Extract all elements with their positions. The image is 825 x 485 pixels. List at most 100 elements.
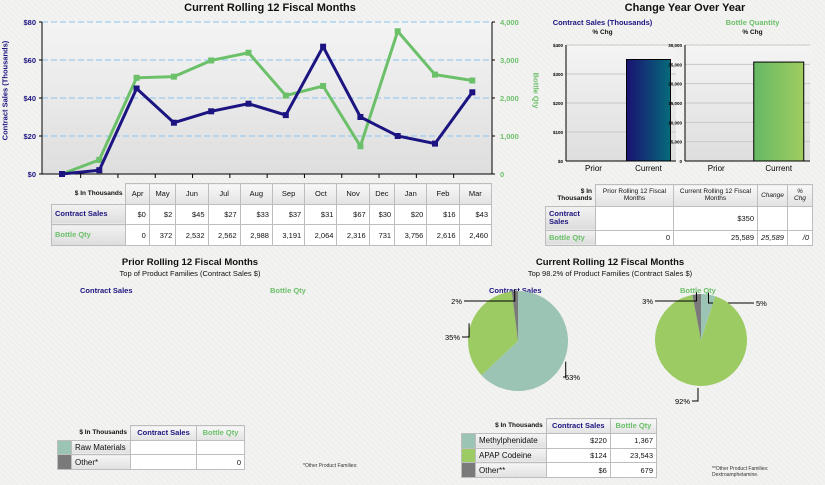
prior-legend-table: $ In Thousands Contract Sales Bottle Qty R…	[57, 425, 245, 470]
table-corner: $ In Thousands	[495, 422, 543, 430]
pie-slice-other	[692, 294, 701, 340]
cell: 1,367	[609, 432, 658, 449]
month-header: Jan	[394, 183, 428, 205]
row-header: Raw Materials	[71, 439, 131, 456]
y-tick-label: $0	[28, 170, 36, 179]
data-point	[320, 43, 327, 50]
cell: $6	[545, 462, 611, 478]
data-point	[394, 28, 401, 35]
cell	[786, 205, 814, 231]
line-chart-title: Current Rolling 12 Fiscal Months	[184, 2, 356, 14]
pie-slice-methylphenidate	[701, 294, 716, 340]
data-point	[394, 133, 401, 139]
pie-label: 3%	[642, 297, 653, 306]
cell: $220	[545, 432, 611, 449]
x-tick-label: Prior	[708, 164, 725, 173]
y-tick-label: 15,000	[668, 101, 682, 106]
legend-swatch	[461, 432, 476, 449]
row-header: Other*	[71, 454, 131, 470]
monthly-table: $ In Thousands Apr May Jun Jul Aug Sep Oct Nov De…	[50, 183, 493, 246]
leader-line	[692, 387, 699, 402]
pie-charts: 63% 35% 2% 5% 92% 3%	[445, 289, 767, 406]
cell: 25,589	[673, 229, 758, 247]
data-point	[282, 112, 289, 119]
month-header: Oct	[304, 183, 338, 205]
x-tick-label: Current	[765, 164, 792, 173]
y-right-tick-label: 4,000	[500, 18, 519, 27]
y-right-tick-label: 3,000	[500, 56, 519, 65]
table-row: Other* 0	[57, 454, 245, 470]
cell: 2,988	[239, 224, 273, 246]
pie-label: 92%	[675, 397, 690, 406]
col-header: Prior Rolling 12 Fiscal Months	[595, 184, 674, 207]
line-chart: $0 0 $20 1,000 $40 2,000 $60 3,000 $80 4,000	[23, 18, 519, 179]
y-tick-label: $20	[23, 132, 36, 141]
month-header: Mar	[458, 183, 493, 205]
data-point	[357, 143, 364, 150]
month-header: Sep	[271, 183, 306, 205]
leader-line	[655, 292, 697, 302]
y-tick-label: $100	[553, 130, 564, 135]
table-corner: $ In Thousands	[557, 188, 592, 203]
prior-title: Prior Rolling 12 Fiscal Months	[121, 257, 259, 268]
y-tick-label: 5,000	[671, 140, 683, 145]
data-point	[96, 156, 103, 163]
cell: 2,064	[304, 224, 338, 246]
month-header: Aug	[239, 183, 273, 205]
yoy-table: $ In Thousands Prior Rolling 12 Fiscal Mo…	[545, 184, 814, 247]
prior-footnote: *Other Product Families:	[303, 463, 358, 469]
yoy-bottle-pct: % Chg	[742, 29, 763, 36]
month-header: Apr	[125, 183, 150, 205]
y-tick-label: $400	[553, 43, 564, 48]
current-subtitle: Top 98.2% of Product Families (Contract …	[527, 269, 693, 278]
current-legend-table: $ In Thousands Contract Sales Bottle Qty M…	[461, 418, 658, 478]
row-header: Bottle Qty	[50, 224, 127, 246]
cell	[130, 454, 197, 470]
data-point	[170, 73, 177, 80]
month-header: Feb	[426, 183, 460, 205]
current-footnote: **Other Product Families: Dextroamphetam…	[712, 466, 769, 478]
table-corner: $ In Thousands	[79, 429, 127, 437]
yoy-bar-charts: $0 $100 $200 $300 $400 Prior Current 0 5,000 10,0…	[553, 43, 810, 173]
data-point	[208, 57, 215, 64]
leader-line	[464, 289, 516, 302]
table-row: Contract Sales $0 $2 $45 $27 $33 $37 $31 $67 $30 $…	[50, 203, 493, 226]
data-point	[133, 74, 140, 81]
cell: /0	[786, 229, 814, 247]
data-point	[469, 89, 476, 96]
legend-swatch	[57, 454, 72, 470]
cell: 23,543	[609, 447, 658, 464]
cell: 0	[595, 229, 674, 247]
pie-label: 2%	[451, 297, 462, 306]
cell: $124	[545, 447, 611, 464]
y-tick-label: 30,000	[668, 43, 682, 48]
cell: $350	[673, 205, 758, 231]
bar-current	[753, 61, 805, 162]
col-header: Bottle Qty	[196, 425, 245, 441]
yoy-contract-pct: % Chg	[592, 29, 613, 36]
cell: $2	[148, 203, 177, 226]
table-row: Bottle Qty 0 25,589 25,589/0	[545, 229, 814, 247]
row-header: Other**	[475, 462, 547, 478]
table-row: Methylphenidate $220 1,367	[461, 432, 658, 449]
y-tick-label: $200	[553, 101, 564, 106]
cell: $30	[368, 203, 396, 226]
col-header: Bottle Qty	[609, 418, 658, 434]
pie-label: 35%	[445, 333, 460, 342]
month-header: May	[148, 183, 177, 205]
y-tick-label: $80	[23, 18, 36, 27]
row-header: Methylphenidate	[475, 432, 547, 449]
current-contract-label: Contract Sales	[489, 286, 542, 295]
col-header: Contract Sales	[545, 418, 611, 434]
yoy-contract-title: Contract Sales (Thousands)	[552, 18, 653, 27]
table-row: Contract Sales $350	[545, 205, 814, 231]
cell: 731	[368, 224, 396, 246]
series-line-contract-sales	[61, 43, 474, 176]
data-point	[208, 108, 215, 115]
cell	[757, 205, 788, 231]
y-tick-label: $0	[558, 159, 564, 164]
x-tick-label: Prior	[585, 164, 602, 173]
legend-swatch	[461, 447, 476, 464]
data-point	[469, 77, 476, 84]
data-point	[245, 100, 252, 107]
